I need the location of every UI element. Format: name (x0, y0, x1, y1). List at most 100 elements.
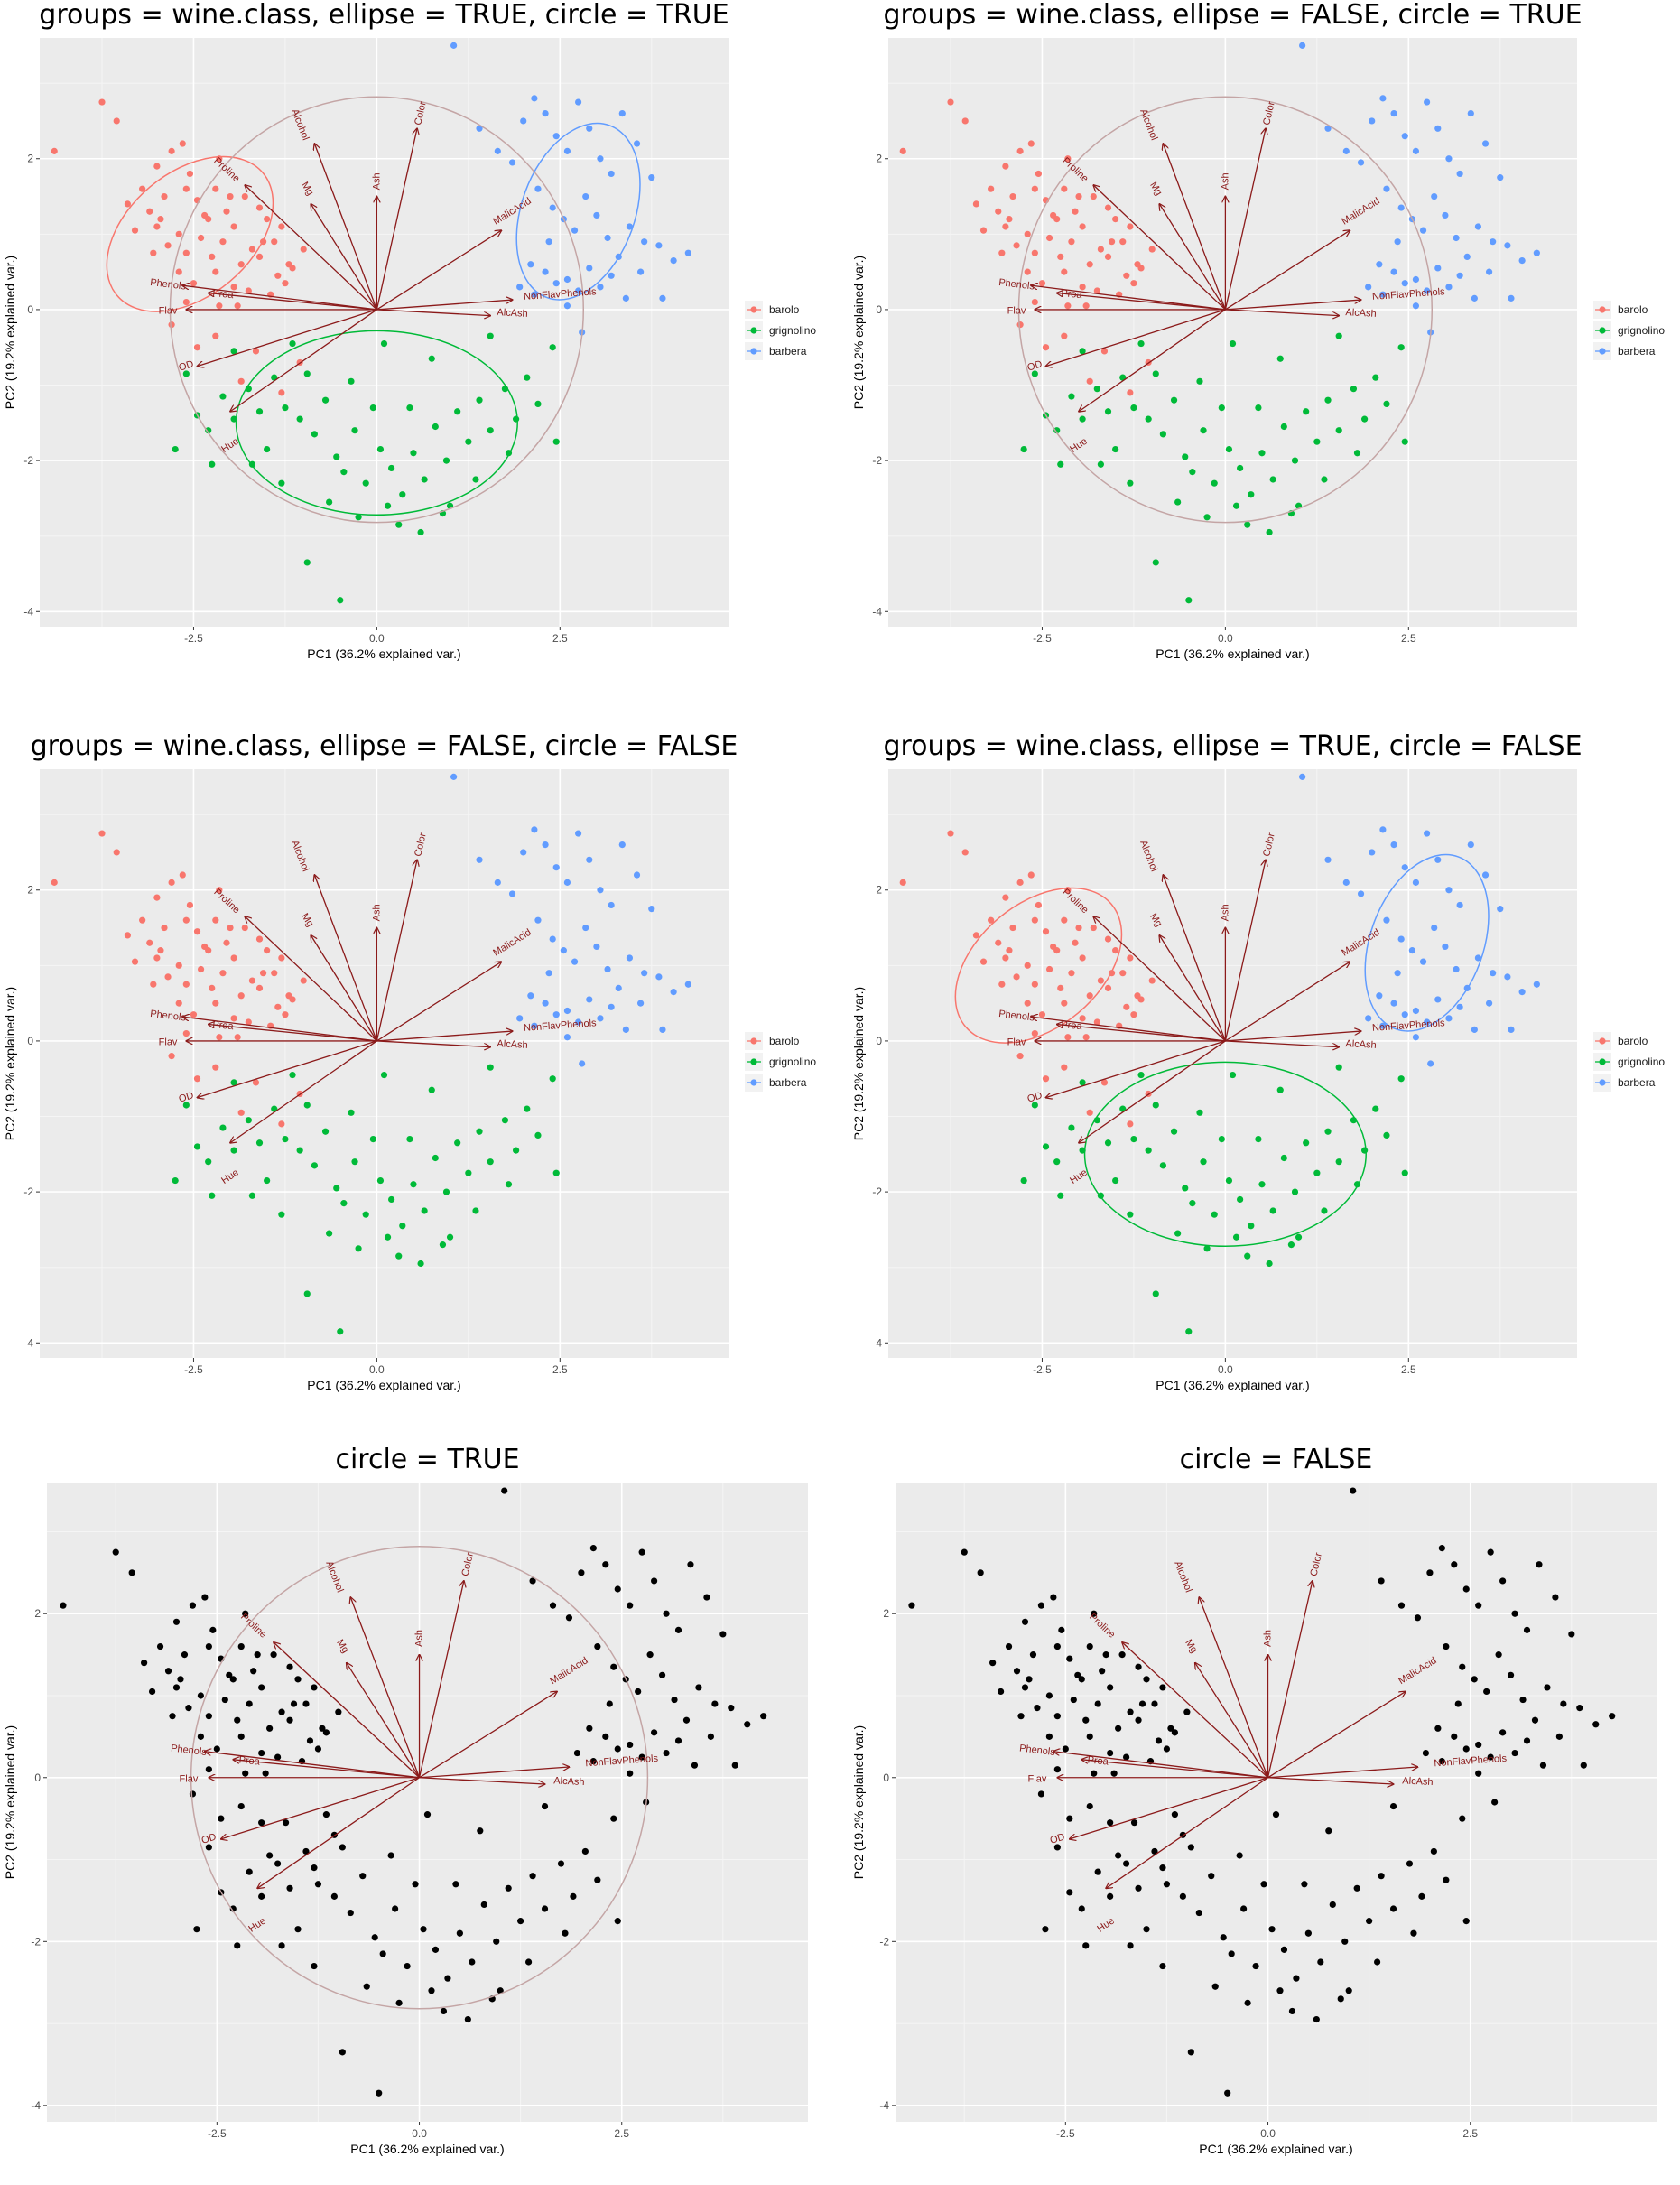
vector-proline (245, 185, 377, 311)
data-point-barolo (1163, 1745, 1171, 1753)
data-point-barolo (212, 332, 219, 339)
data-point-barbera (552, 864, 560, 871)
data-point-barbera (671, 1696, 678, 1704)
data-point-barbera (1495, 1651, 1502, 1659)
data-point-barolo (1130, 280, 1137, 287)
data-point-barolo (1086, 992, 1093, 1000)
data-point-grignolino (1236, 1852, 1243, 1859)
data-point-grignolino (1280, 423, 1287, 431)
data-point-barbera (641, 238, 648, 246)
data-point-barbera (659, 1026, 666, 1033)
data-point-barolo (1038, 1011, 1046, 1018)
data-point-barolo (1045, 1692, 1053, 1699)
data-point-grignolino (1163, 1881, 1171, 1888)
data-point-grignolino (529, 1873, 536, 1880)
data-point-grignolino (362, 1211, 369, 1218)
vector-alcohol (350, 1597, 421, 1779)
data-point-barbera (549, 1602, 557, 1609)
data-point-barolo (255, 935, 264, 943)
data-point-barbera (1342, 879, 1350, 886)
data-point-barbera (1412, 302, 1420, 310)
vector-proline (1093, 185, 1226, 311)
x-axis-title: PC1 (36.2% explained var.) (307, 1378, 460, 1392)
data-point-barolo (193, 1075, 201, 1083)
data-point-grignolino (1159, 1162, 1166, 1169)
data-point-barbera (520, 117, 527, 125)
y-tick-label: -2 (23, 454, 33, 467)
data-point-grignolino (513, 1147, 520, 1154)
vector-label: Flav (159, 1037, 178, 1048)
data-point-grignolino (1143, 1926, 1150, 1933)
data-point-barbera (1471, 294, 1478, 302)
data-point-barbera (608, 901, 615, 909)
data-point-barolo (1155, 1737, 1163, 1744)
data-point-grignolino (230, 1147, 237, 1154)
data-point-grignolino (395, 521, 403, 528)
data-point-barolo (168, 879, 175, 886)
data-point-barolo (193, 928, 201, 935)
data-point-barolo (1061, 1064, 1068, 1071)
data-point-barolo (1127, 1708, 1134, 1715)
data-point-barbera (552, 133, 560, 140)
data-point-barolo (212, 268, 219, 275)
data-point-barbera (545, 238, 552, 246)
data-point-grignolino (1401, 438, 1408, 445)
data-point-barolo (264, 216, 271, 223)
data-point-grignolino (1137, 1071, 1145, 1079)
data-point-barolo (1005, 1642, 1013, 1650)
x-tick-label: -2.5 (208, 2127, 227, 2140)
vector-proa (1057, 293, 1226, 311)
data-point-barbera (563, 302, 571, 310)
vector-proa (209, 293, 377, 311)
vector-nonflavphenols (1225, 1031, 1360, 1042)
data-point-barolo (182, 185, 190, 192)
data-point-barolo (230, 284, 237, 291)
data-point-grignolino (534, 400, 542, 408)
data-point-barolo (112, 1548, 119, 1556)
data-point-barolo (172, 1684, 181, 1691)
data-point-grignolino (371, 1934, 378, 1941)
chart-svg: groups = wine.class, ellipse = FALSE, ci… (3, 731, 816, 1392)
data-point-barolo (1094, 1700, 1101, 1707)
data-point-grignolino (420, 1926, 427, 1933)
data-point-barolo (237, 1109, 245, 1116)
data-point-grignolino (1313, 438, 1321, 445)
data-point-barbera (1443, 1642, 1450, 1650)
data-point-barolo (237, 1733, 245, 1740)
data-point-barolo (237, 261, 245, 268)
data-point-barolo (201, 1594, 209, 1601)
data-point-barolo (1086, 261, 1093, 268)
data-point-barbera (597, 1015, 604, 1022)
data-point-grignolino (428, 1086, 435, 1093)
data-point-barolo (51, 147, 58, 154)
vector-color (1267, 1581, 1313, 1778)
data-point-barolo (1135, 1663, 1142, 1670)
vector-malicacid (419, 1691, 557, 1779)
data-point-barolo (1062, 1745, 1069, 1753)
vector-color (1224, 860, 1266, 1042)
data-point-grignolino (1200, 427, 1207, 434)
vector-label: AlcAsh (1345, 1038, 1377, 1051)
data-point-grignolino (487, 1064, 494, 1071)
y-tick-label: -4 (23, 1336, 33, 1349)
data-point-barolo (1031, 981, 1038, 988)
y-tick-label: -2 (872, 1185, 882, 1198)
data-point-grignolino (337, 1328, 344, 1335)
data-point-barolo (1042, 1075, 1050, 1083)
data-point-barolo (161, 192, 168, 200)
legend: barolo grignolino barbera (1593, 301, 1665, 360)
data-point-grignolino (1107, 1892, 1114, 1900)
data-point-barolo (246, 1700, 253, 1707)
data-point-barbera (627, 1770, 634, 1777)
data-point-barbera (1383, 916, 1390, 924)
data-point-grignolino (248, 1192, 255, 1199)
data-point-barolo (1042, 928, 1050, 935)
data-point-barolo (1079, 1015, 1086, 1022)
data-point-grignolino (303, 370, 311, 377)
data-point-barbera (1483, 1688, 1490, 1696)
data-point-barbera (549, 935, 556, 943)
data-point-grignolino (289, 1071, 296, 1079)
data-point-barbera (1451, 1561, 1458, 1568)
data-point-grignolino (348, 1109, 355, 1116)
data-point-barolo (168, 321, 175, 329)
